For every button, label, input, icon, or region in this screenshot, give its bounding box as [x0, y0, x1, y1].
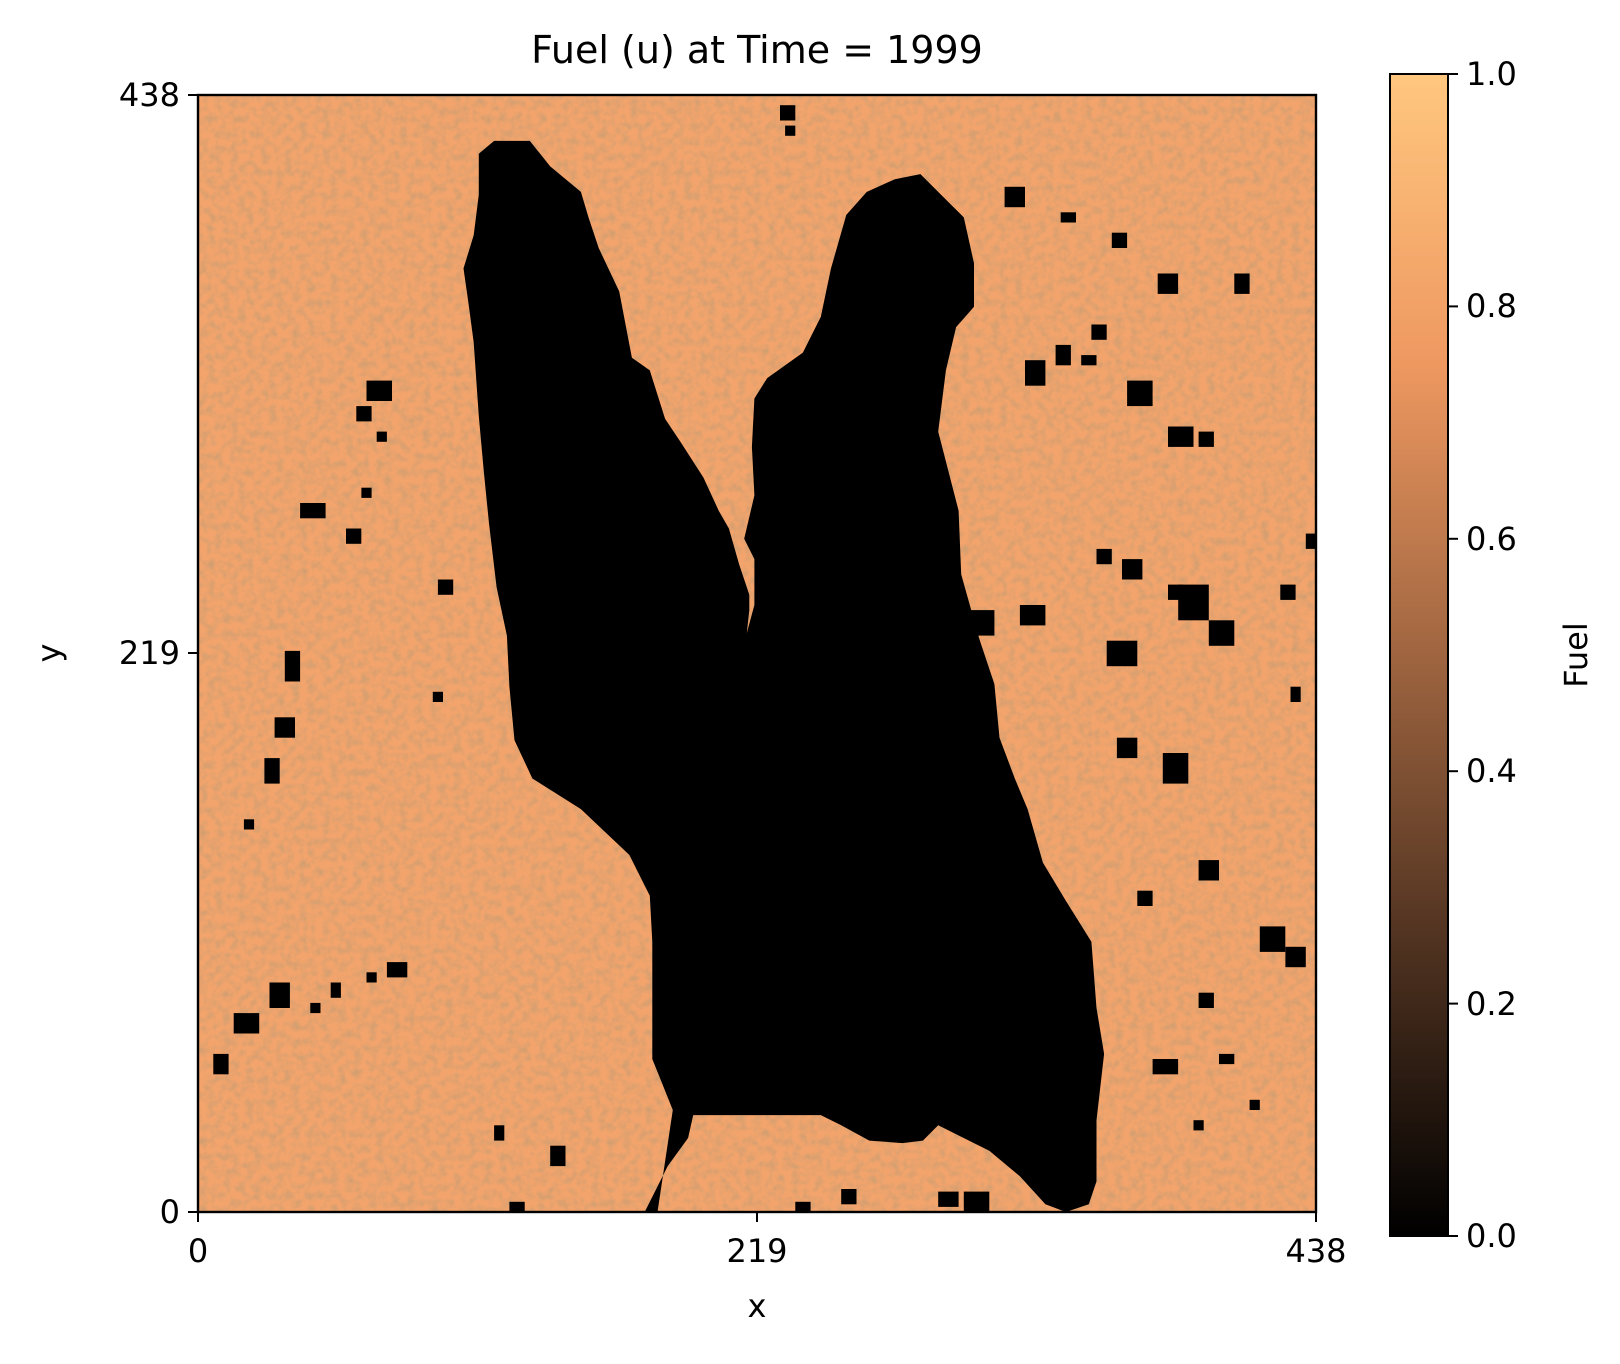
burned-spot [1019, 605, 1046, 626]
burned-spot [1285, 946, 1306, 968]
chart-title: Fuel (u) at Time = 1999 [531, 28, 983, 72]
burned-spot [841, 1189, 857, 1205]
burned-spot [1280, 584, 1296, 600]
burned-spot [310, 1002, 321, 1014]
y-tick-label: 219 [119, 634, 180, 672]
burned-spot [376, 431, 387, 442]
colorbar-tick-label: 0.8 [1466, 287, 1517, 325]
burned-spot [1208, 620, 1235, 646]
burned-spot [264, 758, 280, 784]
plot-area [198, 95, 1316, 1212]
burned-spot [269, 982, 290, 1008]
burned-spot [1305, 533, 1316, 549]
burned-spot [1111, 232, 1128, 248]
burned-spot [330, 982, 341, 998]
burned-spot [1152, 1059, 1179, 1075]
burned-spot [366, 972, 377, 983]
colorbar-label: Fuel [1557, 622, 1595, 688]
x-tick-label: 219 [726, 1232, 787, 1270]
burned-spot [550, 1145, 566, 1167]
colorbar-tick-label: 0.2 [1466, 985, 1517, 1023]
burned-spot [432, 691, 443, 702]
burned-spot [1168, 426, 1194, 447]
burned-spot [494, 1125, 505, 1141]
burned-spot [1157, 273, 1179, 294]
burned-spot [1055, 344, 1071, 366]
burned-spot [1162, 753, 1189, 784]
y-tick-label: 0 [160, 1193, 180, 1231]
burned-spot [785, 125, 796, 136]
burned-spot [386, 962, 408, 978]
burned-spots [213, 105, 1316, 1212]
burned-spot [437, 579, 454, 595]
burned-spot [938, 921, 964, 942]
burned-spot [233, 1013, 260, 1034]
burned-spot [1122, 559, 1143, 580]
burned-spot [213, 1053, 229, 1075]
burned-spot [356, 406, 372, 422]
colorbar-tick-label: 0.0 [1466, 1217, 1517, 1255]
colorbar-tick-label: 0.6 [1466, 520, 1517, 558]
burned-spot [1249, 1099, 1260, 1110]
burned-spot [1025, 360, 1046, 386]
burned-spot [1116, 737, 1138, 759]
burned-spot [1060, 212, 1076, 223]
colorbar-tick-label: 0.4 [1466, 752, 1517, 790]
burned-spot [963, 1191, 990, 1212]
burned-spot [1096, 548, 1112, 565]
y-axis-label: y [30, 644, 68, 663]
burned-spot [1259, 926, 1286, 952]
burned-spot [902, 457, 923, 483]
burned-spot [300, 503, 326, 519]
burned-spot [284, 650, 301, 682]
burned-spot [1137, 890, 1153, 906]
burned-spot [509, 1201, 525, 1212]
burned-spot [1234, 273, 1250, 294]
burned-spot [1198, 431, 1214, 447]
burned-spot [1168, 584, 1184, 600]
burned-spot [361, 487, 372, 498]
burned-spot [938, 1191, 959, 1207]
burned-spot [1091, 324, 1107, 340]
burned-spot [274, 717, 295, 738]
x-axis-label: x [748, 1287, 767, 1325]
x-axis: 0 219 438 x [188, 1212, 1347, 1325]
burned-spot [1290, 686, 1301, 702]
burned-spot [366, 380, 392, 401]
colorbar: 0.0 0.2 0.4 0.6 0.8 1.0 Fuel [1389, 55, 1595, 1255]
burned-spot [1198, 992, 1214, 1008]
burned-spot [1004, 186, 1025, 208]
burned-spot [1193, 1120, 1204, 1131]
y-tick-label: 438 [119, 76, 180, 114]
burned-spot [1127, 380, 1153, 407]
x-tick-label: 438 [1285, 1232, 1346, 1270]
colorbar-tick-label: 1.0 [1466, 55, 1517, 93]
burned-spot [795, 1201, 811, 1212]
burned-spot [1060, 1125, 1076, 1141]
burned-spot [1219, 1053, 1235, 1065]
burned-spot [897, 436, 913, 447]
colorbar-gradient [1389, 73, 1449, 1237]
burned-spot [780, 105, 796, 121]
y-axis: 0 219 438 y [30, 76, 198, 1231]
burned-spot [968, 610, 995, 636]
burned-spot [346, 528, 362, 544]
burned-spot [1198, 860, 1219, 881]
burned-region [463, 140, 1105, 1212]
burned-spot [1106, 640, 1138, 667]
burned-spot [243, 819, 255, 830]
x-tick-label: 0 [188, 1232, 208, 1270]
burned-spot [1081, 355, 1097, 366]
